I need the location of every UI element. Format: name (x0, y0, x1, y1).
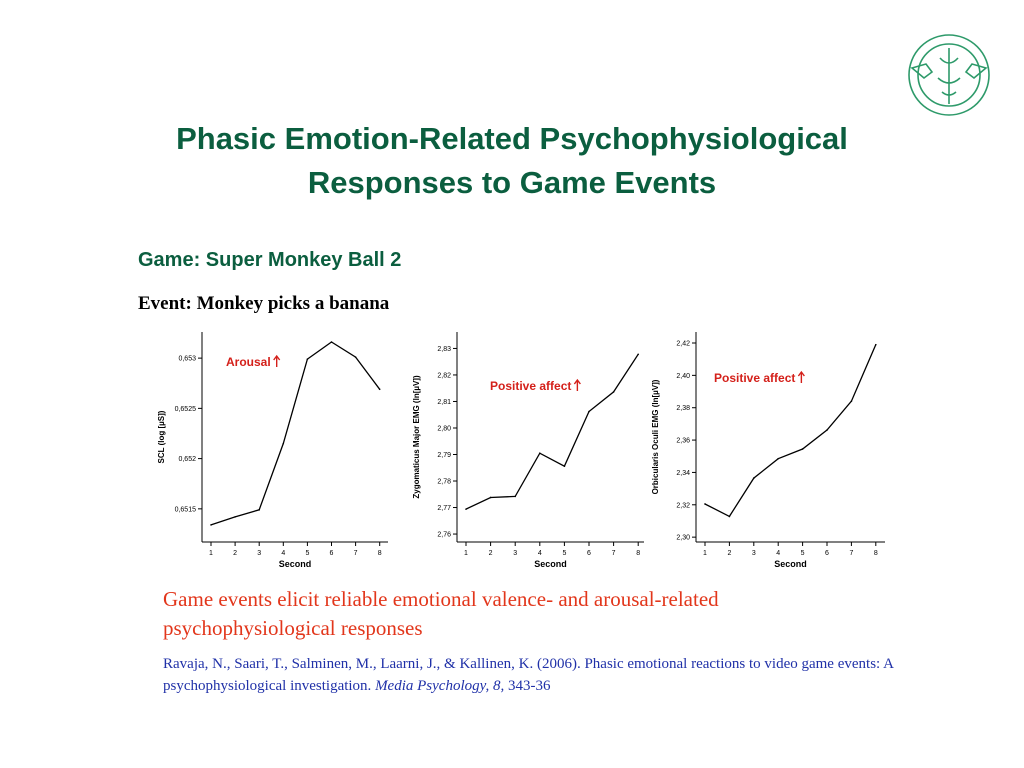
game-label: Game: Super Monkey Ball 2 (138, 249, 402, 271)
data-point (234, 516, 236, 518)
data-point (588, 410, 590, 413)
x-tick-label: 8 (378, 550, 382, 557)
data-point (704, 503, 706, 505)
y-tick-label: 2,38 (676, 405, 690, 412)
y-axis-label: SCL (log [µS]) (157, 410, 166, 463)
charts-panel: 0,6515 0,652 0,6525 0,653 1 2 3 4 5 6 7 8 Second SCL … (157, 332, 885, 569)
citation: Ravaja, N., Saari, T., Salminen, M., Laa… (163, 653, 943, 697)
title-line-2: Responses to Game Events (307, 165, 717, 200)
event-label: Event: Monkey picks a banana (138, 293, 390, 314)
annotation-label: Arousal (226, 355, 271, 369)
conclusion-line-1: Game events elicit reliable emotional va… (163, 587, 719, 611)
y-tick-label: 2,36 (676, 438, 690, 445)
data-point (875, 343, 877, 346)
y-tick-label: 0,6515 (175, 506, 197, 513)
y-tick-label: 2,78 (437, 479, 451, 486)
data-point (563, 465, 566, 467)
x-tick-label: 1 (703, 550, 707, 557)
y-tick-label: 2,80 (437, 425, 451, 432)
x-tick-label: 5 (801, 550, 805, 557)
y-tick-label: 2,81 (437, 399, 451, 406)
series-line (465, 353, 639, 510)
data-point (753, 477, 755, 479)
x-tick-label: 3 (752, 550, 756, 557)
y-tick-label: 2,30 (676, 535, 690, 542)
data-point (282, 442, 285, 445)
arrow-up-head (797, 370, 805, 377)
data-point (489, 496, 492, 499)
data-point (612, 391, 615, 393)
x-tick-label: 8 (636, 550, 640, 557)
y-tick-label: 2,82 (437, 372, 451, 379)
data-point (354, 356, 357, 358)
y-tick-label: 2,79 (437, 452, 451, 459)
title-line-1: Phasic Emotion-Related Psychophysiologic… (176, 121, 848, 156)
data-point (801, 448, 804, 450)
series-line (210, 341, 381, 526)
data-point (465, 508, 467, 510)
data-point (306, 358, 309, 360)
y-axis-label: Orbicularis Oculi EMG (ln[µV]) (651, 379, 660, 494)
x-tick-label: 5 (305, 550, 309, 557)
slide-title: Phasic Emotion-Related Psychophysiologic… (112, 117, 912, 205)
data-point (258, 509, 260, 511)
data-point (728, 515, 731, 518)
x-tick-label: 3 (513, 550, 517, 557)
x-tick-label: 7 (849, 550, 853, 557)
data-point (210, 524, 212, 526)
data-point (378, 388, 381, 391)
x-tick-label: 7 (612, 550, 616, 557)
y-tick-label: 2,77 (437, 505, 451, 512)
citation-pages: 343-36 (507, 678, 551, 694)
data-point (826, 429, 828, 431)
x-tick-label: 4 (776, 550, 780, 557)
arrow-up-head (573, 378, 581, 385)
x-tick-label: 4 (538, 550, 542, 557)
x-tick-label: 6 (330, 550, 334, 557)
chart-2: 2,76 2,77 2,78 2,79 2,80 2,81 2,82 2,83 1 2 3 4 5 6 7 8… (412, 332, 644, 569)
x-tick-label: 8 (874, 550, 878, 557)
x-axis-label: Second (534, 559, 567, 569)
conclusion-line-2: psychophysiological responses (163, 616, 423, 640)
citation-authors-title: Ravaja, N., Saari, T., Salminen, M., Laa… (163, 656, 894, 694)
x-tick-label: 6 (825, 550, 829, 557)
x-tick-label: 2 (727, 550, 731, 557)
data-point (850, 400, 853, 403)
y-tick-label: 0,653 (178, 356, 196, 363)
x-tick-label: 3 (257, 550, 261, 557)
y-tick-label: 2,76 (437, 532, 451, 539)
y-tick-label: 0,6525 (175, 406, 197, 413)
x-tick-label: 1 (209, 550, 213, 557)
data-point (514, 495, 516, 498)
conclusion-text: Game events elicit reliable emotional va… (163, 585, 923, 643)
y-axis-label: Zygomaticus Major EMG (ln[µV]) (412, 375, 421, 499)
y-tick-label: 2,42 (676, 341, 690, 348)
y-tick-label: 2,83 (437, 346, 451, 353)
annotation-label: Positive affect (714, 371, 795, 385)
annotation-label: Positive affect (490, 379, 571, 393)
data-point (777, 457, 779, 460)
data-point (330, 341, 333, 343)
x-axis-label: Second (774, 559, 807, 569)
data-point (539, 452, 541, 454)
y-tick-label: 2,34 (676, 470, 690, 477)
x-tick-label: 1 (464, 550, 468, 557)
y-tick-label: 2,40 (676, 373, 690, 380)
y-tick-label: 2,32 (676, 502, 690, 509)
x-tick-label: 2 (489, 550, 493, 557)
x-tick-label: 4 (281, 550, 285, 557)
x-tick-label: 5 (562, 550, 566, 557)
series-line (704, 344, 877, 518)
x-tick-label: 2 (233, 550, 237, 557)
chart-3: 2,30 2,32 2,34 2,36 2,38 2,40 2,42 1 2 3 4 5 6 7 8 Seco… (651, 332, 885, 569)
arrow-up-head (273, 354, 281, 361)
chart-1: 0,6515 0,652 0,6525 0,653 1 2 3 4 5 6 7 8 Second SCL … (157, 332, 388, 569)
y-tick-label: 0,652 (178, 456, 196, 463)
citation-journal: Media Psychology, 8, (375, 678, 505, 694)
x-tick-label: 7 (354, 550, 358, 557)
x-tick-label: 6 (587, 550, 591, 557)
university-logo (908, 34, 990, 116)
x-axis-label: Second (279, 559, 312, 569)
data-point (637, 353, 639, 356)
